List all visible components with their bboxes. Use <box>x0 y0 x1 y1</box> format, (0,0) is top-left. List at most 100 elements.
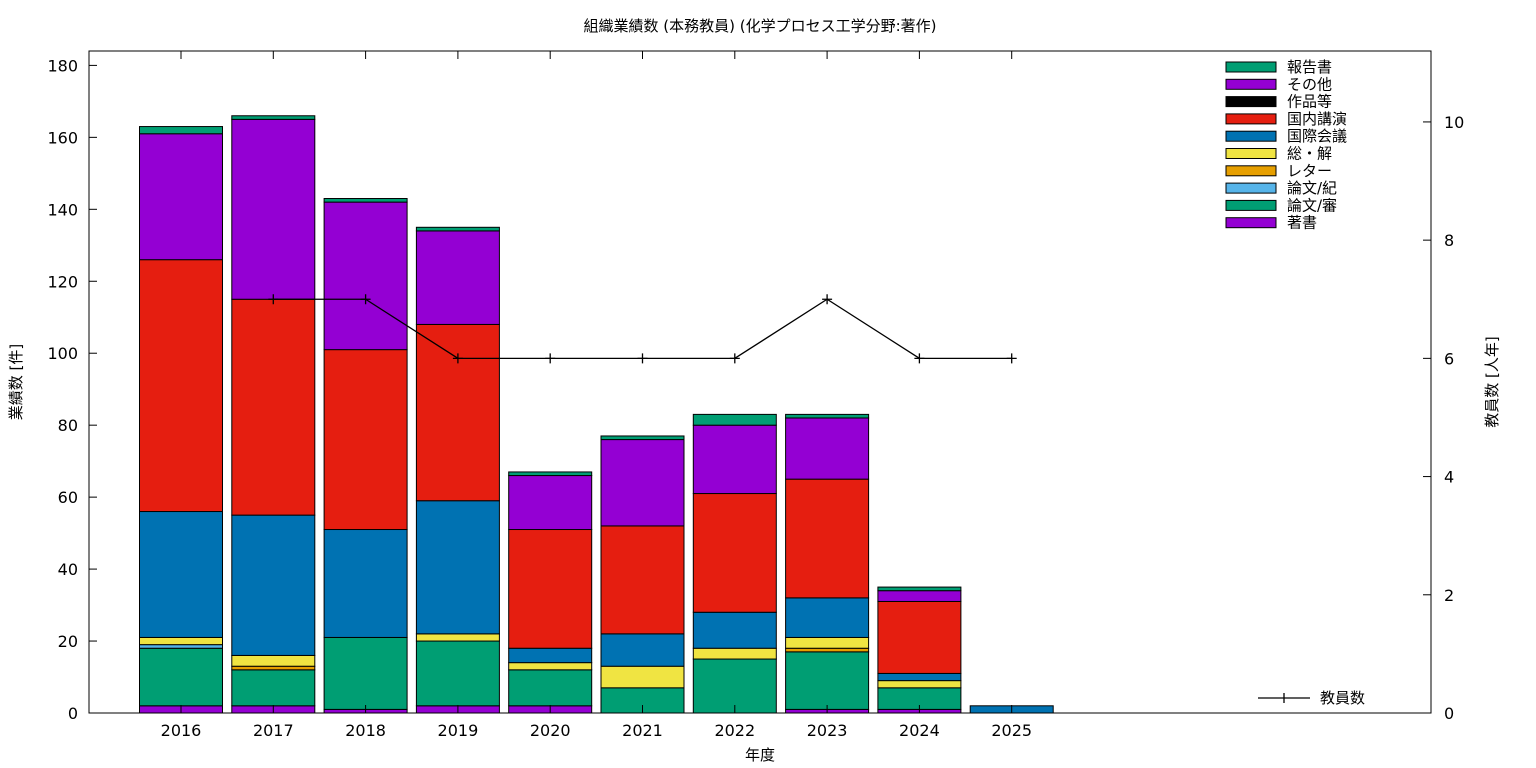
bar-2019-series-4 <box>415 633 500 642</box>
bar-2023-series-5 <box>785 597 870 638</box>
y-tick-label: 20 <box>58 632 78 651</box>
x-tick-label: 2021 <box>622 721 663 740</box>
bar-2016-series-5 <box>139 511 223 638</box>
legend-swatch <box>1225 61 1277 73</box>
legend-label: 著書 <box>1287 214 1317 232</box>
y2-tick-label: 4 <box>1444 468 1454 487</box>
x-tick-label: 2019 <box>438 721 479 740</box>
bar-2023-series-6 <box>785 478 870 599</box>
legend-swatch <box>1225 130 1277 142</box>
y-tick-label: 0 <box>68 704 78 723</box>
line-point-2022 <box>729 353 740 364</box>
line-point-2025 <box>1006 353 1017 364</box>
bar-2017-series-3 <box>231 665 316 671</box>
bar-2021-series-4 <box>600 665 685 689</box>
bar-2021-series-9 <box>600 435 685 441</box>
legend-label: 報告書 <box>1287 58 1332 76</box>
y2-tick-label: 10 <box>1444 113 1464 132</box>
bar-2016-series-4 <box>139 636 223 646</box>
line-point-2023 <box>822 294 833 305</box>
line-series <box>268 294 1017 364</box>
bar-2022-series-5 <box>692 611 777 649</box>
bar-2022-series-8 <box>692 424 777 495</box>
bar-2018-series-5 <box>323 529 408 638</box>
x-tick-label: 2017 <box>253 721 294 740</box>
legend-swatch <box>1225 148 1277 159</box>
bar-2023-series-4 <box>785 636 870 649</box>
line-point-2024 <box>914 353 925 364</box>
bar-2023-series-3 <box>785 647 870 653</box>
bar-2020-series-6 <box>508 529 593 649</box>
y-tick-label: 120 <box>47 272 78 291</box>
bar-2021-series-5 <box>600 633 685 667</box>
bar-2019-series-8 <box>415 230 500 325</box>
legend-label: 作品等 <box>1287 93 1332 111</box>
bar-2019-series-1 <box>415 640 500 707</box>
bar-2016-series-8 <box>139 133 223 261</box>
bar-2016-series-9 <box>139 126 223 135</box>
bar-2017-series-6 <box>231 298 316 516</box>
legend-swatch <box>1225 182 1277 194</box>
y-tick-label: 80 <box>58 416 78 435</box>
line-point-2020 <box>545 353 556 364</box>
x-tick-label: 2024 <box>899 721 940 740</box>
bar-2017-series-5 <box>231 514 316 656</box>
bar-2018-series-8 <box>323 201 408 351</box>
x-tick-label: 2023 <box>807 721 848 740</box>
legend-swatch <box>1225 217 1277 229</box>
legend-swatch <box>1225 199 1277 211</box>
bar-2017-series-9 <box>231 115 316 120</box>
line-legend-sample <box>1258 693 1310 703</box>
x-axis: 2016 2017 2018 2019 2020 2021 2022 2023 2024 2025 <box>161 51 1032 740</box>
bar-2024-series-8 <box>877 590 962 602</box>
x-tick-label: 2018 <box>345 721 386 740</box>
line-point-2018 <box>360 294 371 305</box>
x-tick-label: 2020 <box>530 721 571 740</box>
y-tick-label: 60 <box>58 488 78 507</box>
y2-tick-label: 6 <box>1444 349 1454 368</box>
legend-label: レター <box>1287 162 1332 180</box>
bar-2019-series-9 <box>415 226 500 232</box>
bar-2024-series-5 <box>877 672 962 682</box>
legend-swatch <box>1225 165 1277 177</box>
legend-label: その他 <box>1287 75 1332 93</box>
y2-tick-label: 8 <box>1444 231 1454 250</box>
bar-2023-series-9 <box>785 413 870 419</box>
bar-2021-series-8 <box>600 439 685 527</box>
bar-2020-series-8 <box>508 475 593 531</box>
bar-2021-series-6 <box>600 525 685 635</box>
bar-2019-series-5 <box>415 500 500 635</box>
y2-axis-label: 教員数 [人年] <box>1483 336 1501 427</box>
bar-2017-series-8 <box>231 118 316 300</box>
bar-2024-series-6 <box>877 600 962 674</box>
bar-2020-series-5 <box>508 647 593 664</box>
x-tick-label: 2016 <box>161 721 202 740</box>
bar-2016-series-1 <box>139 647 223 707</box>
line-point-2019 <box>452 353 463 364</box>
bar-2023-series-1 <box>785 651 870 710</box>
x-tick-label: 2022 <box>714 721 755 740</box>
bar-2018-series-9 <box>323 198 408 203</box>
legend-swatch <box>1225 96 1277 108</box>
y2-tick-label: 0 <box>1444 704 1454 723</box>
y-tick-label: 140 <box>47 200 78 219</box>
plot-area <box>88 50 1432 714</box>
legend-label: 総・解 <box>1287 145 1332 163</box>
line-legend-label: 教員数 <box>1320 689 1365 707</box>
y-axis-label: 業績数 [件] <box>7 344 25 420</box>
bar-2022-series-6 <box>692 493 777 613</box>
line-legend: 教員数 <box>1258 689 1365 707</box>
bar-2017-series-1 <box>231 669 316 707</box>
bar-2018-series-1 <box>323 636 408 710</box>
bar-2016-series-2 <box>139 644 223 649</box>
bar-2022-series-4 <box>692 647 777 660</box>
plot-frame <box>88 50 1432 714</box>
y-axis-right: 0 2 4 6 8 10 <box>1423 113 1464 723</box>
chart-title: 組織業績数 (本務教員) (化学プロセス工学分野:著作) <box>583 17 936 35</box>
legend-label: 国内講演 <box>1287 110 1347 128</box>
legend-label: 論文/紀 <box>1287 179 1337 197</box>
bar-2024-series-9 <box>877 586 962 592</box>
bar-2022-series-9 <box>692 413 777 426</box>
x-axis-label: 年度 <box>745 746 775 764</box>
